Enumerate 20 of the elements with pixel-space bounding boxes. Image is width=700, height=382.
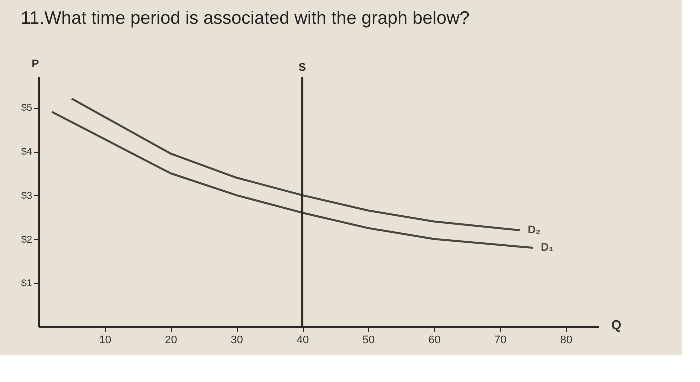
x-tick-label: 70 [494, 334, 507, 346]
x-tick-label: 80 [560, 334, 573, 346]
x-tick-label: 50 [362, 334, 376, 346]
series-label: D₁ [541, 242, 554, 254]
y-tick-label: $1 [21, 278, 33, 290]
x-tick-label: 60 [428, 334, 441, 346]
y-tick-label: $4 [21, 147, 33, 158]
y-tick-label: $3 [21, 190, 33, 202]
x-tick-label: 30 [231, 334, 244, 346]
x-axis-title: Q [612, 318, 622, 332]
series-label: D₂ [528, 224, 541, 237]
x-tick-label: 20 [165, 334, 178, 346]
y-axis-title: P [32, 58, 40, 70]
x-tick-label: 40 [296, 334, 310, 346]
line-series [70, 98, 521, 232]
x-tick-label: 10 [99, 334, 112, 346]
y-tick-label: $2 [21, 234, 33, 246]
ref-line-label: S [298, 62, 306, 74]
y-tick-label: $5 [21, 103, 33, 114]
chart-title: 11.What time period is associated with the graph below? [20, 8, 470, 28]
